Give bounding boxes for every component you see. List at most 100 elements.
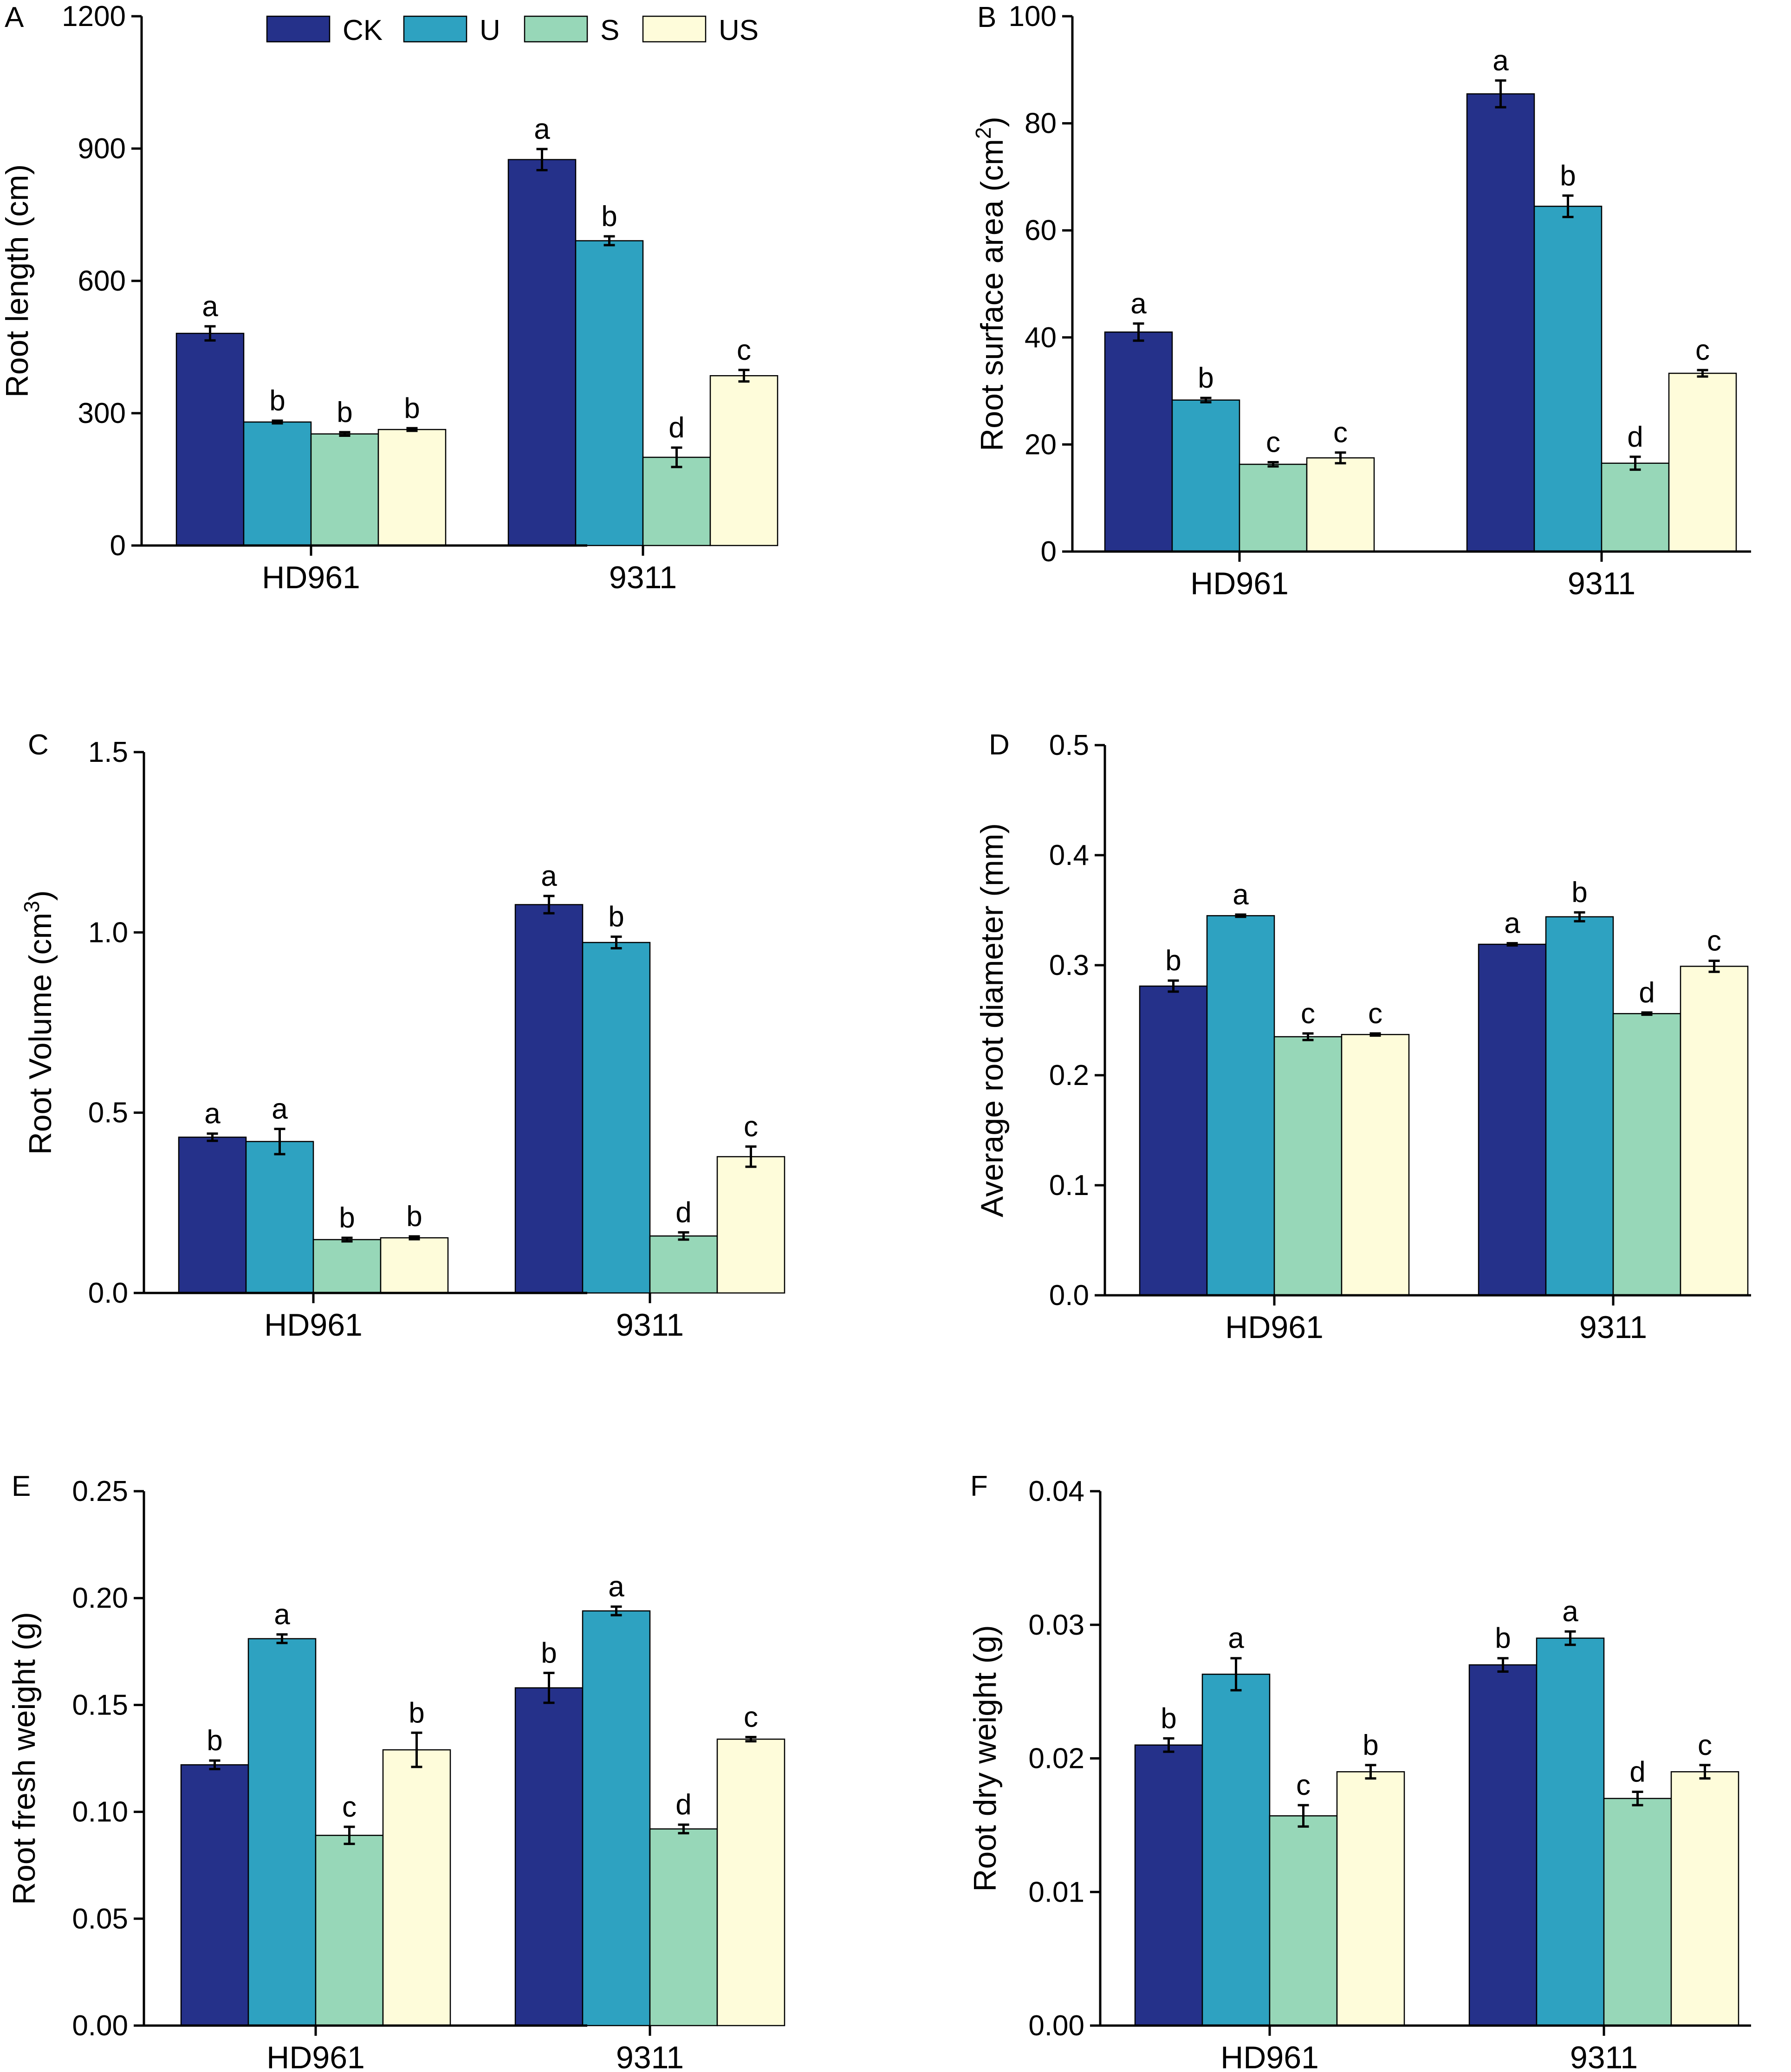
significance-letter: b [409,1697,424,1729]
y-tick-label: 0.0 [88,1277,128,1309]
bar-ck-9311 [514,904,584,1294]
significance-letter: c [744,1701,758,1733]
y-tick-label: 0.2 [1049,1059,1089,1091]
significance-letter: c [737,334,751,366]
panel-b: Ba a b b c d c c 0 20 40 60 80 100 HD961 9311 Root surfa… [971,0,1751,601]
error-bar [204,325,216,342]
bar-us-hd961 [380,1237,449,1294]
significance-letter: b [541,1637,557,1669]
significance-letter: b [1571,877,1587,909]
y-tick-label: 0.1 [1049,1169,1089,1202]
significance-letter: c [1698,1729,1712,1761]
bar-u-hd961 [245,1141,314,1294]
y-tick-label: 1.0 [88,916,128,948]
error-bar [1302,1032,1314,1041]
significance-letter: d [1639,977,1655,1009]
y-tick-label: 0.00 [1028,2010,1084,2042]
y-tick-label: 0.3 [1049,949,1089,981]
x-category-label: 9311 [609,560,677,595]
bar-u-hd961 [1206,915,1275,1296]
legend-swatch-u [403,15,467,43]
error-bar [276,1633,288,1644]
bar-us-hd961 [1306,457,1375,552]
legend-label-us: US [719,14,759,46]
y-tick-label: 0.0 [1049,1280,1089,1312]
significance-letter: a [274,1598,290,1630]
y-tick-label: 0.02 [1028,1743,1084,1775]
bar-ck-9311 [507,159,577,546]
y-axis-label: Root fresh weight (g) [6,1612,42,1905]
significance-letter: a [608,1571,624,1603]
significance-letter: a [1233,879,1249,911]
bar-s-hd961 [1269,1815,1338,2027]
bar-us-hd961 [377,429,447,546]
error-bar [536,148,548,172]
error-bar [1298,1804,1309,1828]
error-bar [678,1231,689,1241]
legend-label-u: U [480,14,500,46]
significance-letter: c [1301,998,1315,1030]
x-category-label: 9311 [1570,2040,1638,2072]
bar-u-9311 [582,1610,651,2027]
bar-us-9311 [716,1156,785,1294]
error-bar [274,1128,286,1156]
bar-us-9311 [1668,372,1737,552]
y-tick-label: 600 [78,265,126,297]
bar-u-9311 [575,240,644,546]
legend-label-s: S [600,14,619,46]
bar-u-hd961 [1171,399,1240,552]
y-axis-label-text: Root Volume (cm [23,913,58,1155]
bar-ck-9311 [1468,1664,1538,2027]
error-bar [207,1132,218,1142]
x-category-label: 9311 [616,1307,684,1343]
error-bar [1168,979,1179,993]
y-tick-label: 0.05 [72,1903,128,1935]
y-tick-label: 0.15 [72,1689,128,1721]
bar-s-9311 [1612,1013,1681,1296]
y-tick-label: 0.5 [1049,729,1089,761]
significance-letter: a [1492,45,1509,77]
y-axis-label: Root length (cm) [0,164,35,398]
bar-u-9311 [1545,916,1614,1296]
significance-letter: a [541,860,557,892]
y-axis-label: Average root diameter (mm) [974,823,1010,1217]
x-category-label: HD961 [262,560,360,595]
y-tick-label: 0.25 [72,1475,128,1507]
x-category-label: HD961 [1190,566,1289,601]
error-bar [543,1671,555,1704]
significance-letter: d [1627,421,1643,453]
error-bar [610,935,622,950]
significance-letter: b [339,1202,355,1234]
significance-letter: b [406,1201,422,1233]
significance-letter: b [1161,1702,1176,1734]
significance-letter: b [1495,1623,1511,1655]
panel-letter: D [989,729,1010,761]
bar-ck-hd961 [175,332,245,546]
significance-letter: b [207,1725,222,1757]
bar-u-9311 [1536,1637,1605,2027]
error-bar [1230,1657,1242,1692]
significance-letter: a [1504,908,1520,940]
bar-s-hd961 [315,1834,384,2027]
y-tick-label: 0 [110,530,126,562]
panel-letter: B [977,1,996,33]
error-bar [1641,1011,1653,1016]
y-tick-label: 0.10 [72,1796,128,1828]
error-bar [341,1236,353,1243]
y-tick-label: 300 [78,397,126,429]
bar-us-hd961 [1336,1771,1405,2027]
error-bar [1163,1737,1175,1753]
y-axis-label: Root Volume (cm3) [19,890,58,1155]
error-bar [1267,461,1279,468]
error-bar [1497,1657,1509,1673]
significance-letter: b [601,201,617,233]
bar-s-9311 [642,456,711,546]
bar-s-hd961 [310,433,379,546]
y-tick-label: 0.00 [72,2010,128,2042]
error-bar [1708,960,1720,973]
y-axis-label-text: Root length (cm) [0,164,35,398]
y-tick-label: 100 [1009,0,1057,32]
panel-c: Ca a a b b d b c 0.0 0.5 1.0 1.5 HD961 9311 Root Volum… [19,729,785,1343]
error-bar [671,446,682,468]
